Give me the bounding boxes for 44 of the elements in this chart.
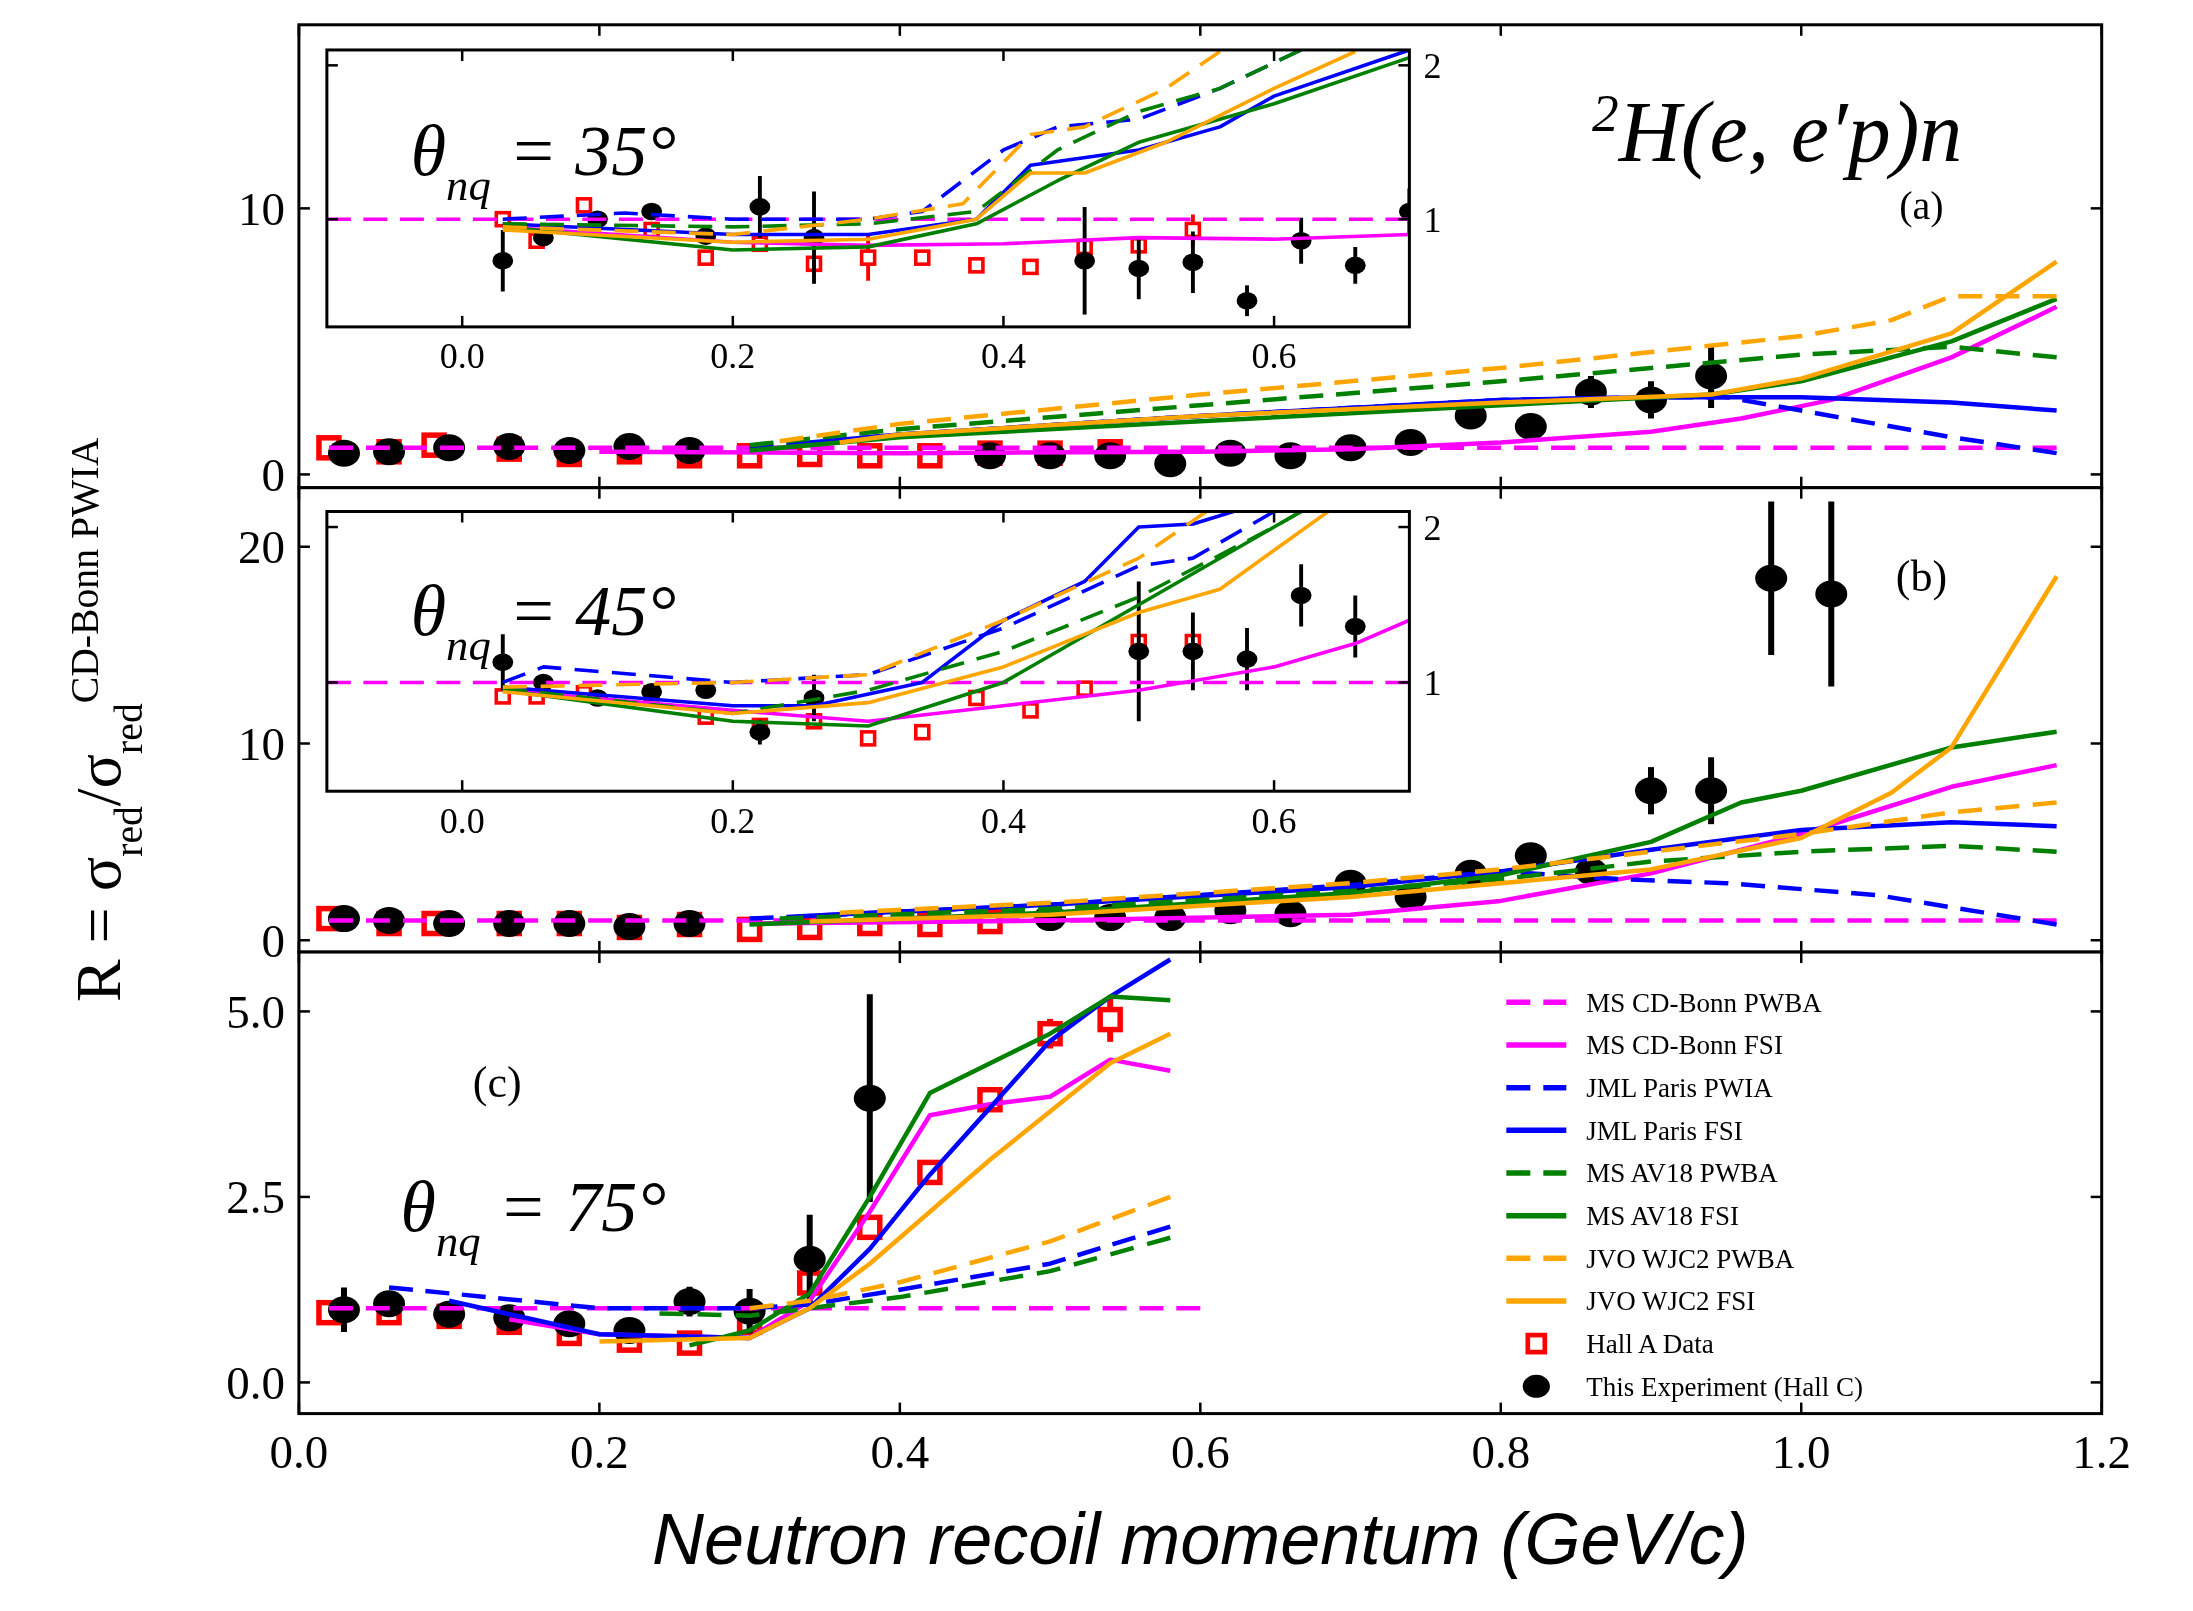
x-tick-label: 0.4 (870, 1425, 930, 1478)
x-tick-label: 0.4 (980, 800, 1026, 841)
y-tick-label: 2 (1423, 507, 1442, 548)
x-tick-label: 0.6 (1251, 336, 1297, 377)
y-tick-label: 1 (1423, 663, 1442, 704)
annotation: (b) (1895, 552, 1948, 602)
annotation: (a) (1899, 183, 1944, 229)
x-tick-label: 1.0 (1771, 1425, 1831, 1478)
annotation: (c) (472, 1057, 522, 1107)
x-axis-title: Neutron recoil momentum (GeV/c) (652, 1498, 1749, 1579)
y-tick-label: 0.0 (226, 1356, 285, 1409)
x-tick-label: 0.6 (1170, 1425, 1230, 1478)
y-tick-label: 10 (237, 182, 285, 235)
x-tick-label: 0.0 (439, 336, 485, 377)
y-tick-label: 2.5 (226, 1171, 285, 1224)
legend-label: MS CD-Bonn FSI (1586, 1030, 1783, 1061)
x-tick-label: 0.4 (980, 336, 1026, 377)
x-tick-label: 1.2 (2072, 1425, 2132, 1478)
y-tick-label: 2 (1423, 45, 1442, 86)
x-tick-label: 0.0 (439, 800, 485, 841)
y-tick-label: 5.0 (226, 985, 285, 1038)
y-tick-label: 0 (261, 914, 285, 967)
legend-label: JVO WJC2 PWBA (1586, 1243, 1795, 1274)
y-tick-label: 1 (1423, 199, 1442, 240)
legend-label: JVO WJC2 FSI (1586, 1286, 1756, 1317)
legend-label: MS AV18 PWBA (1586, 1158, 1779, 1189)
legend-label: MS CD-Bonn PWBA (1586, 987, 1823, 1018)
annotation: θ$_{nq}$ = 75° (400, 1167, 666, 1267)
legend-label: MS AV18 FSI (1586, 1201, 1739, 1232)
x-tick-label: 0.8 (1471, 1425, 1531, 1478)
legend-label: JML Paris PWIA (1586, 1073, 1774, 1104)
annotation: θ$_{nq}$ = 45° (410, 570, 677, 670)
legend-label: Hall A Data (1586, 1329, 1714, 1360)
legend-label: JML Paris FSI (1586, 1115, 1743, 1146)
x-tick-label: 0.6 (1251, 800, 1297, 841)
annotation: $^{2}$H(e, e′p)n (1592, 83, 1963, 181)
x-tick-label: 0.2 (710, 800, 756, 841)
y-tick-label: 0 (261, 448, 285, 501)
y-tick-label: 20 (237, 521, 285, 574)
x-tick-label: 0.2 (570, 1425, 629, 1478)
annotation: θ$_{nq}$ = 35° (410, 110, 677, 210)
y-tick-label: 10 (237, 717, 285, 770)
x-tick-label: 0.2 (710, 336, 756, 377)
legend-label: This Experiment (Hall C) (1586, 1371, 1863, 1402)
